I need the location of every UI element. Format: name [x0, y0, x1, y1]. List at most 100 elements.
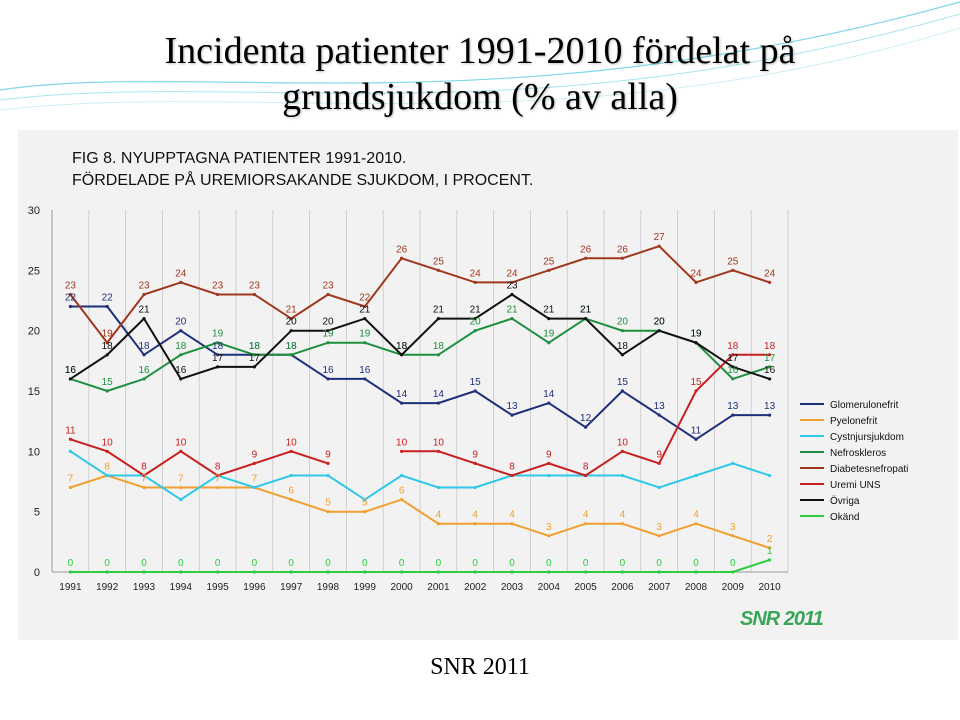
data-point-diabetesnefropati	[363, 304, 367, 309]
data-label-pyelonefrit: 5	[362, 498, 368, 509]
data-point-nefroskleros	[216, 341, 220, 345]
data-point-ok-nd	[731, 570, 735, 574]
data-label-ok-nd: 0	[693, 558, 699, 569]
data-point-nefroskleros	[436, 353, 440, 357]
data-label-nefroskleros: 19	[543, 329, 555, 340]
data-label--vriga: 17	[212, 353, 224, 364]
data-point-glomerulonefrit	[326, 377, 330, 381]
data-label-ok-nd: 0	[472, 558, 478, 569]
x-tick-label: 1997	[280, 582, 303, 593]
data-label-nefroskleros: 19	[212, 329, 224, 340]
data-label-diabetesnefropati: 23	[322, 280, 334, 291]
data-point--vriga	[768, 377, 772, 381]
data-label-ok-nd: 0	[288, 558, 294, 569]
data-label-glomerulonefrit: 13	[654, 401, 666, 412]
data-point-pyelonefrit	[216, 485, 220, 490]
y-tick-label: 20	[28, 326, 40, 338]
data-label-pyelonefrit: 6	[288, 486, 294, 497]
data-point-ok-nd	[584, 570, 588, 574]
data-label-uremi-uns: 9	[656, 449, 662, 460]
data-point--vriga	[68, 377, 72, 381]
data-label-uremi-uns: 9	[325, 449, 331, 460]
data-point-diabetesnefropati	[252, 292, 256, 297]
data-label-ok-nd: 0	[68, 558, 74, 569]
data-point-glomerulonefrit	[731, 413, 735, 417]
data-label-ok-nd: 0	[104, 558, 110, 569]
data-label--vriga: 21	[470, 305, 482, 316]
data-label-glomerulonefrit: 18	[286, 341, 298, 352]
data-point-diabetesnefropati	[142, 292, 146, 297]
data-point--vriga	[326, 329, 330, 333]
data-point-diabetesnefropati	[768, 280, 772, 284]
data-point-diabetesnefropati	[400, 256, 404, 260]
x-tick-label: 1995	[206, 582, 229, 593]
slide-title-line-1: Incidenta patienter 1991-2010 fördelat p…	[164, 30, 796, 72]
series-line-nefroskleros	[70, 317, 770, 393]
data-point-cystnjursjukdom	[731, 461, 735, 465]
data-point-uremi-uns	[620, 449, 625, 453]
data-point--vriga	[436, 317, 440, 321]
data-point-ok-nd	[142, 570, 146, 574]
legend-label: Diabetesnefropati	[830, 464, 908, 475]
data-point-pyelonefrit	[289, 498, 293, 502]
data-point-uremi-uns	[473, 461, 477, 465]
data-label-pyelonefrit: 7	[252, 474, 258, 485]
data-point-glomerulonefrit	[142, 353, 146, 357]
data-label-nefroskleros: 18	[175, 341, 187, 352]
data-label--vriga: 23	[506, 280, 518, 291]
data-label-pyelonefrit: 8	[104, 461, 110, 472]
data-label-nefroskleros: 21	[506, 305, 518, 316]
data-point-glomerulonefrit	[547, 401, 551, 405]
data-label-uremi-uns: 10	[286, 437, 298, 448]
data-label-glomerulonefrit: 18	[212, 341, 224, 352]
data-label-pyelonefrit: 7	[215, 474, 221, 485]
data-point--vriga	[620, 353, 625, 357]
data-point-ok-nd	[436, 570, 440, 574]
data-point-glomerulonefrit	[436, 401, 440, 405]
data-point-uremi-uns	[657, 461, 661, 465]
data-label--vriga: 17	[727, 353, 739, 364]
legend-label: Okänd	[830, 512, 859, 523]
data-label--vriga: 20	[322, 317, 334, 328]
decorative-swoosh-lines	[0, 1, 960, 111]
data-label-uremi-uns: 18	[727, 341, 739, 352]
data-point--vriga	[216, 365, 220, 369]
data-label-pyelonefrit: 3	[546, 522, 552, 533]
data-point--vriga	[400, 353, 404, 357]
data-point-pyelonefrit	[694, 522, 698, 526]
data-point-pyelonefrit	[179, 485, 183, 490]
data-point-diabetesnefropati	[731, 268, 735, 272]
data-point-diabetesnefropati	[473, 280, 477, 284]
data-label-nefroskleros: 19	[359, 329, 371, 340]
data-label-ok-nd: 0	[178, 558, 184, 569]
data-point-pyelonefrit	[547, 534, 551, 538]
data-point-uremi-uns	[584, 473, 588, 478]
data-point-diabetesnefropati	[179, 280, 183, 284]
data-point-uremi-uns	[694, 389, 698, 393]
x-tick-label: 2010	[758, 582, 781, 593]
data-point-glomerulonefrit	[68, 304, 72, 309]
data-point-glomerulonefrit	[620, 389, 625, 393]
data-point-pyelonefrit	[731, 534, 735, 538]
data-label-diabetesnefropati: 24	[764, 268, 776, 279]
data-point-uremi-uns	[731, 353, 735, 357]
data-label-nefroskleros: 18	[396, 341, 408, 352]
data-point-glomerulonefrit	[363, 377, 367, 381]
data-label-ok-nd: 0	[730, 558, 736, 569]
data-label-glomerulonefrit: 20	[175, 317, 187, 328]
data-point-nefroskleros	[473, 329, 477, 333]
data-label-glomerulonefrit: 14	[543, 389, 555, 400]
data-point-ok-nd	[363, 570, 367, 574]
data-label-nefroskleros: 21	[580, 305, 592, 316]
data-label-glomerulonefrit: 14	[433, 389, 445, 400]
data-point-uremi-uns	[68, 437, 72, 441]
data-label--vriga: 21	[543, 305, 555, 316]
y-tick-label: 10	[28, 446, 40, 458]
data-point--vriga	[252, 365, 256, 369]
data-label-uremi-uns: 10	[175, 437, 187, 448]
data-point--vriga	[657, 329, 661, 333]
data-point-cystnjursjukdom	[105, 473, 109, 478]
data-label-nefroskleros: 19	[690, 329, 702, 340]
data-label-nefroskleros: 18	[433, 341, 445, 352]
